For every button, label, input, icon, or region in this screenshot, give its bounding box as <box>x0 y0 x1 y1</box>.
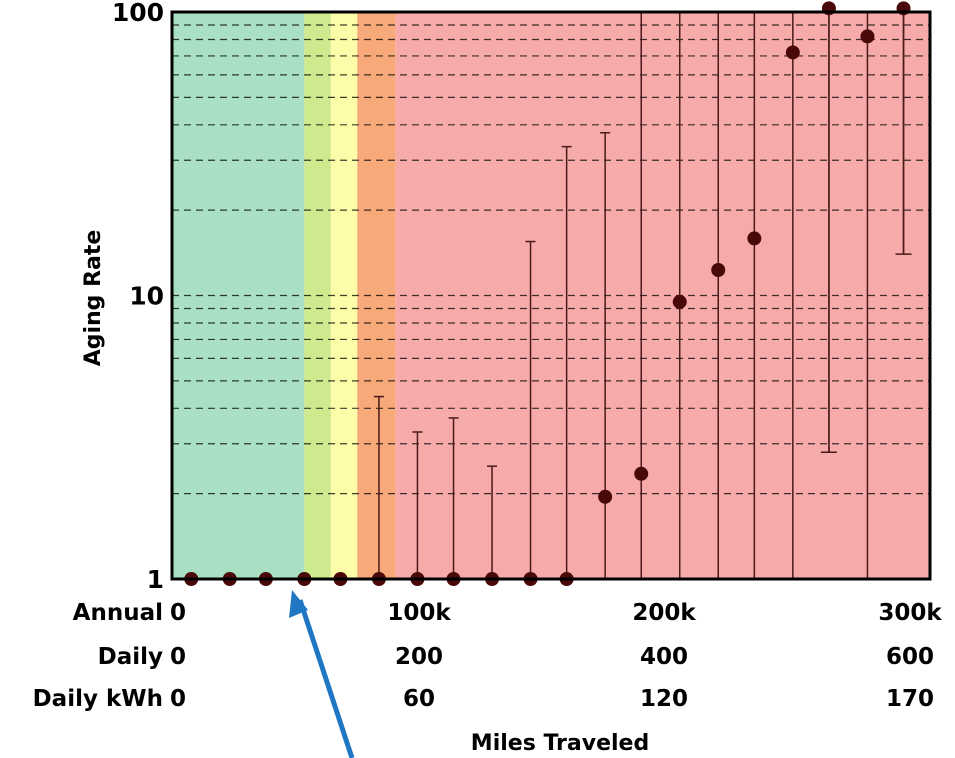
data-points <box>184 1 911 586</box>
x-row-label-1: Daily <box>98 644 163 670</box>
x-row-2-tick-2: 120 <box>640 686 688 712</box>
data-point-16 <box>785 45 800 60</box>
y-tick-100: 100 <box>112 0 164 27</box>
x-row-0-tick-3: 300k <box>878 600 942 626</box>
data-point-14 <box>711 263 726 278</box>
arrow-head <box>289 590 308 618</box>
x-row-1-tick-3: 600 <box>886 644 934 670</box>
y-tick-labels: 1 10 100 <box>112 0 164 594</box>
x-row-label-0: Annual <box>73 600 163 626</box>
x-row-1-tick-0: 0 <box>170 644 186 670</box>
arrow-up-left-icon <box>289 590 355 758</box>
y-tick-1: 1 <box>147 565 164 594</box>
arrow-shaft <box>297 599 355 758</box>
x-row-2-tick-1: 60 <box>403 686 435 712</box>
data-point-11 <box>598 489 613 504</box>
data-point-13 <box>672 294 687 309</box>
x-row-2-tick-0: 0 <box>170 686 186 712</box>
data-point-18 <box>860 29 875 44</box>
x-row-0-tick-0: 0 <box>170 600 186 626</box>
plot-frame <box>170 10 932 581</box>
data-point-15 <box>747 231 762 246</box>
x-row-0-tick-2: 200k <box>632 600 696 626</box>
x-row-2-tick-3: 170 <box>886 686 934 712</box>
x-row-1-tick-1: 200 <box>395 644 443 670</box>
error-bars <box>373 12 912 579</box>
x-row-1-tick-2: 400 <box>640 644 688 670</box>
y-tick-10: 10 <box>129 282 164 311</box>
y-axis-label: Aging Rate <box>81 230 106 367</box>
x-row-label-2: Daily kWh <box>33 686 163 712</box>
x-row-0-tick-1: 100k <box>387 600 451 626</box>
gridlines <box>172 24 930 495</box>
x-axis-label: Miles Traveled <box>471 731 649 756</box>
data-point-12 <box>634 466 649 481</box>
